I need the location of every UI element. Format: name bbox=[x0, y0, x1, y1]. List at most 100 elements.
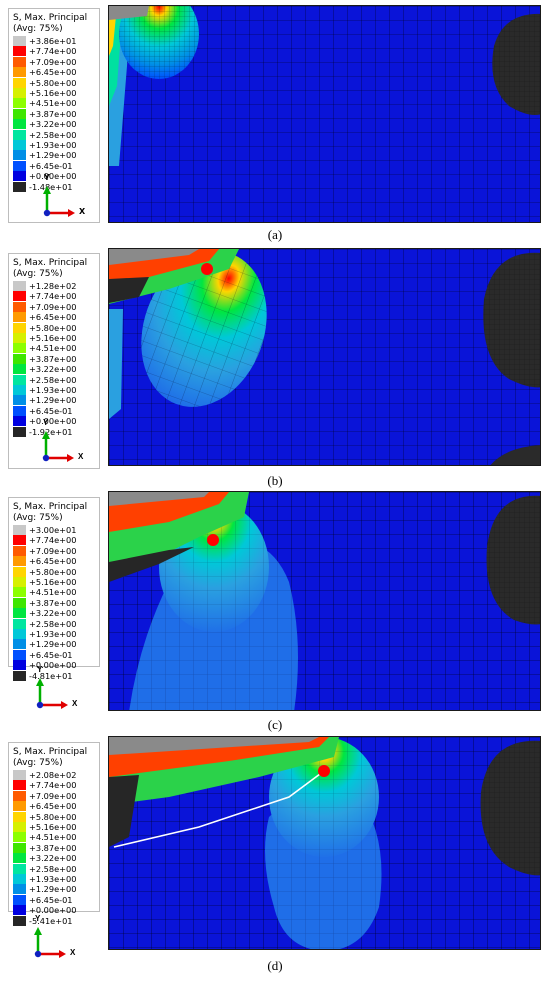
legend-value: +2.58e+00 bbox=[29, 618, 77, 629]
legend-swatch bbox=[13, 395, 26, 406]
legend-swatch bbox=[13, 333, 26, 343]
legend-swatch bbox=[13, 525, 26, 535]
legend-value: +1.93e+00 bbox=[29, 629, 77, 639]
legend-value: +2.58e+00 bbox=[29, 129, 77, 140]
legend-value: +3.87e+00 bbox=[29, 108, 77, 119]
legend-value: +4.51e+00 bbox=[29, 98, 77, 109]
legend-row: +2.58e+00 bbox=[13, 374, 77, 385]
legend-value: +0.00e+00 bbox=[29, 905, 77, 916]
legend-value: +3.86e+01 bbox=[29, 36, 77, 46]
legend-value: -1.92e+01 bbox=[29, 426, 73, 437]
legend-row: +1.29e+00 bbox=[13, 639, 76, 650]
legend-row: +3.87e+00 bbox=[13, 842, 76, 853]
legend-row: +0.00e+00 bbox=[13, 416, 76, 427]
legend-swatch bbox=[13, 129, 26, 140]
legend-value: +7.74e+00 bbox=[29, 46, 77, 57]
legend-row: +7.74e+00 bbox=[13, 291, 77, 302]
legend-row: +6.45e-01 bbox=[13, 160, 73, 171]
caption: (d) bbox=[267, 958, 283, 973]
legend-swatch bbox=[13, 832, 26, 843]
legend-swatch bbox=[13, 639, 26, 650]
legend-swatch bbox=[13, 343, 26, 354]
caption: (b) bbox=[267, 473, 283, 488]
legend-swatch bbox=[13, 915, 26, 926]
legend-value: +1.93e+00 bbox=[29, 140, 77, 150]
legend-swatch bbox=[13, 46, 26, 57]
legend-value: +2.58e+00 bbox=[29, 374, 77, 385]
legend-row: +5.80e+00 bbox=[13, 566, 76, 577]
legend-value: +6.45e+00 bbox=[29, 801, 77, 812]
legend-subtitle: (Avg: 75%) bbox=[13, 758, 63, 768]
legend-row: +1.29e+00 bbox=[13, 150, 76, 161]
legend-value: +6.45e-01 bbox=[29, 405, 73, 416]
contour-plot bbox=[108, 5, 541, 223]
legend-swatch bbox=[13, 150, 26, 161]
legend-value: +4.51e+00 bbox=[29, 832, 77, 843]
legend-value: +6.45e-01 bbox=[29, 160, 73, 171]
legend-swatch bbox=[13, 56, 26, 67]
legend-swatch bbox=[13, 36, 26, 46]
contour-plot bbox=[108, 736, 541, 950]
legend-value: +4.51e+00 bbox=[29, 343, 77, 354]
legend-row: +1.93e+00 bbox=[13, 629, 76, 639]
legend-swatch bbox=[13, 364, 26, 375]
legend-value: -4.81e+01 bbox=[29, 670, 73, 681]
legend-row: +3.00e+01 bbox=[13, 525, 76, 535]
legend-swatch bbox=[13, 426, 26, 437]
axis-x-label: X bbox=[79, 207, 86, 216]
legend-row: -1.48e+01 bbox=[13, 181, 73, 192]
legend-swatch bbox=[13, 587, 26, 598]
legend-swatch bbox=[13, 790, 26, 801]
legend-value: +5.16e+00 bbox=[29, 822, 77, 832]
axis-y-label: Y bbox=[37, 665, 43, 674]
axis-triad-icon bbox=[34, 927, 66, 958]
legend-value: +3.00e+01 bbox=[29, 525, 77, 535]
legend-value: +7.09e+00 bbox=[29, 790, 77, 801]
legend-swatch bbox=[13, 535, 26, 546]
legend-value: +1.29e+00 bbox=[29, 884, 77, 895]
legend-value: +6.45e+00 bbox=[29, 67, 77, 78]
contour-plot bbox=[108, 491, 541, 711]
caption: (a) bbox=[267, 227, 283, 242]
legend-row: +7.09e+00 bbox=[13, 56, 76, 67]
legend-swatch bbox=[13, 670, 26, 681]
legend-value: +7.09e+00 bbox=[29, 301, 77, 312]
axis-triad: Y X bbox=[30, 914, 80, 960]
legend-swatch bbox=[13, 88, 26, 98]
legend-title: S, Max. Principal bbox=[13, 258, 88, 268]
legend-row: +3.22e+00 bbox=[13, 608, 76, 619]
legend-swatch bbox=[13, 822, 26, 832]
legend-value: +6.45e+00 bbox=[29, 556, 77, 567]
legend-row: +6.45e-01 bbox=[13, 649, 73, 660]
legend-row: +3.22e+00 bbox=[13, 119, 77, 130]
axis-x-label: X bbox=[70, 948, 76, 957]
legend-row: +3.87e+00 bbox=[13, 597, 76, 608]
legend-swatch bbox=[13, 77, 26, 88]
legend-row: +3.22e+00 bbox=[13, 853, 76, 864]
legend-swatch bbox=[13, 842, 26, 853]
legend-swatch bbox=[13, 545, 26, 556]
legend-row: +5.80e+00 bbox=[13, 77, 76, 88]
legend-row: +1.29e+00 bbox=[13, 884, 77, 895]
legend-swatch bbox=[13, 416, 26, 427]
legend-row: -5.41e+01 bbox=[13, 915, 73, 926]
legend: S, Max. Principal (Avg: 75%) +3.86e+01 +7… bbox=[8, 8, 100, 223]
legend-value: +3.22e+00 bbox=[29, 119, 77, 130]
legend-row: +1.93e+00 bbox=[13, 385, 76, 395]
legend-row: +5.16e+00 bbox=[13, 333, 76, 343]
axis-triad-icon bbox=[43, 186, 75, 217]
legend-value: +7.74e+00 bbox=[29, 291, 77, 302]
legend: S, Max. Principal (Avg: 75%) +3.00e+01 +7… bbox=[8, 497, 100, 681]
legend-row: +2.58e+00 bbox=[13, 129, 77, 140]
legend-value: +1.93e+00 bbox=[29, 385, 77, 395]
legend-swatch bbox=[13, 597, 26, 608]
axis-triad-icon bbox=[36, 678, 68, 709]
legend-row: +3.87e+00 bbox=[13, 108, 77, 119]
contour-plot bbox=[108, 248, 541, 466]
legend-swatch bbox=[13, 894, 26, 905]
legend-row: +4.51e+00 bbox=[13, 343, 77, 354]
legend-swatch bbox=[13, 405, 26, 416]
legend-swatch bbox=[13, 98, 26, 109]
legend-row: +3.22e+00 bbox=[13, 364, 76, 375]
legend-swatch bbox=[13, 905, 26, 916]
